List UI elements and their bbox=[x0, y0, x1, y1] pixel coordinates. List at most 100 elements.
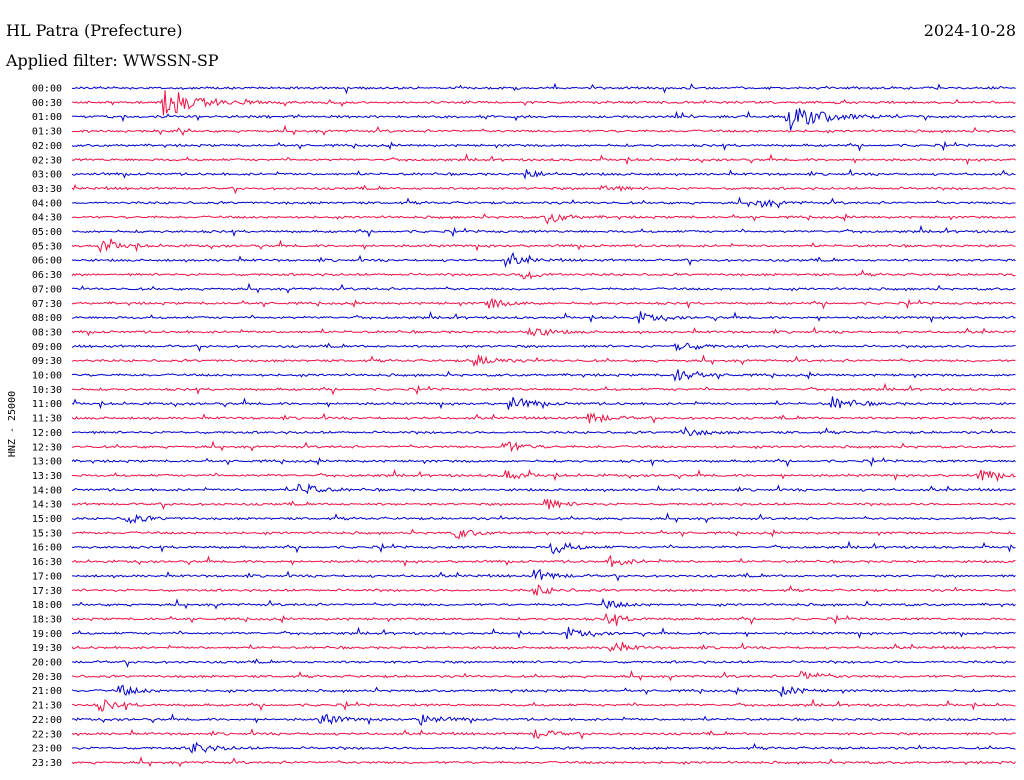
row-time-label: 02:00 bbox=[32, 141, 62, 152]
trace-row-2100 bbox=[71, 684, 1016, 697]
row-time-label: 04:30 bbox=[32, 213, 62, 224]
trace-row-1430 bbox=[71, 498, 1016, 510]
row-time-label: 16:00 bbox=[32, 543, 62, 554]
trace-row-1800 bbox=[71, 597, 1016, 610]
trace-row-1000 bbox=[71, 369, 1016, 383]
trace-row-1500 bbox=[71, 512, 1016, 524]
row-time-label: 20:30 bbox=[32, 672, 62, 683]
row-time-label: 13:30 bbox=[32, 471, 62, 482]
row-time-label: 02:30 bbox=[32, 155, 62, 166]
trace-row-1030 bbox=[71, 382, 1016, 396]
trace-row-0100 bbox=[71, 108, 1016, 131]
trace-row-2130 bbox=[71, 698, 1016, 713]
trace-row-2200 bbox=[71, 713, 1016, 726]
trace-row-2030 bbox=[71, 669, 1016, 682]
trace-row-0830 bbox=[71, 326, 1016, 337]
trace-row-0430 bbox=[71, 212, 1016, 225]
trace-row-0130 bbox=[71, 124, 1016, 137]
trace-row-0600 bbox=[71, 251, 1016, 268]
trace-row-0330 bbox=[71, 184, 1016, 195]
row-time-label: 17:00 bbox=[32, 571, 62, 582]
row-time-label: 03:00 bbox=[32, 170, 62, 181]
row-time-label: 21:30 bbox=[32, 701, 62, 712]
row-time-label: 04:00 bbox=[32, 198, 62, 209]
row-time-label: 17:30 bbox=[32, 586, 62, 597]
row-time-label: 18:00 bbox=[32, 600, 62, 611]
station-title: HL Patra (Prefecture) bbox=[6, 21, 183, 40]
trace-row-2330 bbox=[71, 756, 1016, 768]
trace-row-0030 bbox=[71, 90, 1016, 116]
trace-row-2230 bbox=[71, 728, 1016, 740]
trace-row-1400 bbox=[71, 482, 1016, 495]
row-time-label: 05:30 bbox=[32, 241, 62, 252]
trace-row-1100 bbox=[71, 396, 1016, 410]
row-time-label: 21:00 bbox=[32, 686, 62, 697]
row-time-label: 15:30 bbox=[32, 528, 62, 539]
trace-row-2000 bbox=[71, 658, 1016, 668]
row-time-label: 08:00 bbox=[32, 313, 62, 324]
row-time-label: 11:00 bbox=[32, 399, 62, 410]
trace-row-1600 bbox=[71, 540, 1016, 555]
row-time-label: 15:00 bbox=[32, 514, 62, 525]
row-time-label: 18:30 bbox=[32, 614, 62, 625]
trace-row-0200 bbox=[71, 140, 1016, 152]
row-time-label: 00:30 bbox=[32, 98, 62, 109]
trace-row-1930 bbox=[71, 641, 1016, 652]
trace-row-0530 bbox=[71, 238, 1016, 254]
trace-row-1730 bbox=[71, 584, 1016, 596]
row-time-label: 23:00 bbox=[32, 744, 62, 755]
row-time-label: 00:00 bbox=[32, 84, 62, 95]
trace-row-0730 bbox=[71, 297, 1016, 310]
trace-row-1130 bbox=[71, 412, 1016, 424]
trace-row-1900 bbox=[71, 626, 1016, 640]
row-time-label: 03:30 bbox=[32, 184, 62, 195]
trace-row-1330 bbox=[71, 468, 1016, 483]
trace-row-0630 bbox=[71, 269, 1016, 280]
row-time-label: 14:30 bbox=[32, 500, 62, 511]
row-time-label: 10:30 bbox=[32, 385, 62, 396]
trace-row-1300 bbox=[71, 456, 1016, 468]
trace-row-1830 bbox=[71, 612, 1016, 626]
row-time-label: 12:00 bbox=[32, 428, 62, 439]
trace-row-1530 bbox=[71, 528, 1016, 540]
trace-row-1200 bbox=[71, 426, 1016, 437]
row-time-label: 12:30 bbox=[32, 442, 62, 453]
row-time-label: 11:30 bbox=[32, 414, 62, 425]
trace-row-2300 bbox=[71, 741, 1016, 754]
row-time-label: 14:00 bbox=[32, 485, 62, 496]
row-time-label: 07:30 bbox=[32, 299, 62, 310]
trace-row-0900 bbox=[71, 342, 1016, 353]
filter-label: Applied filter: WWSSN-SP bbox=[5, 51, 219, 70]
row-time-label: 06:00 bbox=[32, 256, 62, 267]
row-time-label: 06:30 bbox=[32, 270, 62, 281]
trace-row-1230 bbox=[71, 440, 1016, 453]
trace-row-0000 bbox=[71, 82, 1016, 95]
row-time-label: 22:30 bbox=[32, 729, 62, 740]
trace-row-1700 bbox=[71, 568, 1016, 582]
row-time-label: 19:00 bbox=[32, 629, 62, 640]
trace-row-0400 bbox=[71, 196, 1016, 209]
trace-row-0300 bbox=[71, 168, 1016, 180]
row-time-label: 16:30 bbox=[32, 557, 62, 568]
row-time-label: 13:00 bbox=[32, 457, 62, 468]
date-label: 2024-10-28 bbox=[924, 21, 1016, 40]
trace-row-0230 bbox=[71, 153, 1016, 166]
row-time-label: 09:30 bbox=[32, 356, 62, 367]
row-time-label: 22:00 bbox=[32, 715, 62, 726]
row-time-label: 23:30 bbox=[32, 758, 62, 769]
trace-row-0700 bbox=[71, 282, 1016, 294]
trace-row-0800 bbox=[71, 310, 1016, 324]
trace-row-0500 bbox=[71, 224, 1016, 238]
row-time-label: 20:00 bbox=[32, 658, 62, 669]
trace-row-1630 bbox=[71, 554, 1016, 568]
row-time-label: 19:30 bbox=[32, 643, 62, 654]
row-time-label: 08:30 bbox=[32, 327, 62, 338]
row-time-label: 05:00 bbox=[32, 227, 62, 238]
row-time-label: 01:30 bbox=[32, 127, 62, 138]
row-time-label: 01:00 bbox=[32, 112, 62, 123]
row-time-label: 10:00 bbox=[32, 371, 62, 382]
row-time-label: 09:00 bbox=[32, 342, 62, 353]
row-time-label: 07:00 bbox=[32, 284, 62, 295]
y-axis-label: HNZ - 25000 bbox=[7, 391, 18, 457]
